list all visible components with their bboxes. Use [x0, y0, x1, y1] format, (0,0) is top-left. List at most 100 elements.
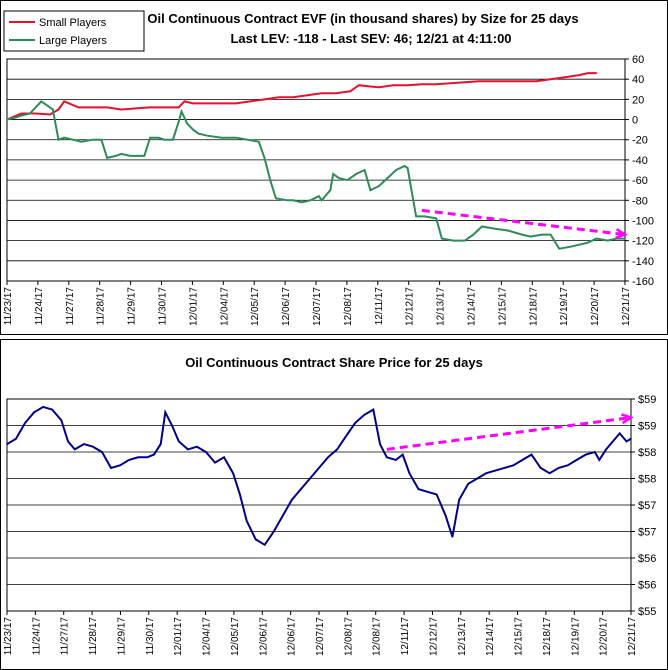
data-point [521, 80, 523, 82]
data-point [612, 440, 614, 443]
data-point [306, 94, 309, 97]
x-tick-label: 12/20/17 [599, 617, 610, 656]
data-point [320, 199, 323, 202]
data-point [205, 451, 207, 453]
data-point [548, 472, 551, 474]
x-tick-label: 12/20/17 [590, 287, 601, 326]
y-tick-label: 0 [632, 115, 638, 127]
x-tick-label: 11/29/17 [127, 287, 138, 326]
data-point [100, 138, 103, 141]
data-point [478, 80, 480, 82]
data-point [345, 435, 347, 437]
data-point [206, 102, 209, 105]
data-point [110, 467, 112, 469]
data-point [463, 81, 466, 84]
x-tick-label: 12/18/17 [528, 287, 539, 326]
data-point [146, 456, 148, 459]
data-point [51, 108, 54, 111]
data-point [386, 456, 388, 459]
data-point [263, 98, 266, 101]
data-point [346, 179, 349, 181]
x-tick-label: 11/27/17 [65, 287, 76, 326]
trend-line [386, 416, 632, 451]
y-tick-label: 60 [632, 54, 644, 66]
x-tick-label: 12/15/17 [514, 617, 525, 656]
data-point [192, 102, 194, 105]
data-point [77, 106, 80, 109]
x-tick-label: 12/14/17 [467, 287, 478, 326]
data-point [6, 443, 8, 445]
data-point [186, 122, 189, 125]
data-point [164, 411, 167, 414]
x-tick-label: 11/30/17 [145, 617, 156, 656]
x-tick-label: 12/13/17 [436, 287, 447, 326]
data-point [605, 448, 607, 451]
data-point [578, 74, 581, 76]
data-point [106, 157, 108, 159]
data-point [292, 96, 294, 99]
data-point [20, 112, 23, 115]
data-point [235, 136, 237, 139]
x-tick-label: 11/29/17 [116, 617, 127, 656]
data-point [177, 120, 180, 123]
data-point [558, 247, 560, 250]
data-point [196, 445, 198, 448]
data-point [29, 112, 31, 115]
data-point [535, 80, 538, 82]
data-point [406, 84, 409, 87]
x-tick-label: 11/30/17 [158, 287, 169, 326]
data-point [286, 199, 289, 202]
data-point [395, 169, 397, 171]
x-tick-label: 12/14/17 [485, 617, 496, 656]
data-point [549, 78, 552, 80]
data-point [395, 459, 397, 461]
data-point [594, 451, 596, 453]
data-point [584, 453, 587, 456]
data-point [246, 138, 249, 141]
data-point [74, 448, 76, 451]
data-point [292, 199, 294, 202]
data-point [595, 237, 598, 240]
trend-arrowhead [615, 228, 628, 240]
data-point [492, 80, 495, 82]
data-point [114, 155, 117, 157]
data-point [63, 100, 66, 103]
y-tick-label: -160 [632, 276, 654, 288]
data-point [60, 419, 63, 421]
data-point [624, 237, 626, 240]
data-point [521, 233, 523, 236]
data-point [171, 424, 173, 427]
x-tick-label: 12/05/17 [230, 617, 241, 656]
data-point [15, 437, 17, 440]
data-point [249, 100, 251, 103]
data-point [134, 107, 137, 110]
x-tick-label: 12/05/17 [250, 287, 261, 326]
y-tick-label: $55 [638, 606, 656, 618]
trend-line [421, 208, 626, 237]
data-point [451, 536, 454, 538]
x-tick-label: 12/11/17 [400, 617, 411, 656]
data-point [40, 100, 43, 103]
data-point [300, 488, 302, 490]
data-point [467, 483, 470, 485]
data-point [408, 472, 411, 474]
data-point [444, 514, 447, 517]
data-point [327, 456, 329, 459]
data-point [309, 477, 311, 480]
data-point [24, 422, 26, 424]
data-point [336, 448, 338, 451]
data-point [363, 414, 366, 416]
x-tick-label: 12/12/17 [428, 617, 439, 656]
data-point [309, 199, 312, 202]
data-point [506, 229, 509, 232]
evf-chart: 60 40 20 0 -20 -40 -60 -80 -100 -120 -140 -160 11/23… [3, 10, 654, 326]
x-tick-label: 12/19/17 [570, 617, 581, 656]
y-tick-label: -140 [632, 256, 654, 268]
x-tick-label: 12/13/17 [457, 617, 468, 656]
data-point [232, 472, 234, 474]
data-point [530, 453, 533, 456]
data-point [67, 440, 69, 443]
data-point [578, 243, 581, 246]
data-point [20, 114, 23, 117]
data-point [358, 84, 360, 87]
